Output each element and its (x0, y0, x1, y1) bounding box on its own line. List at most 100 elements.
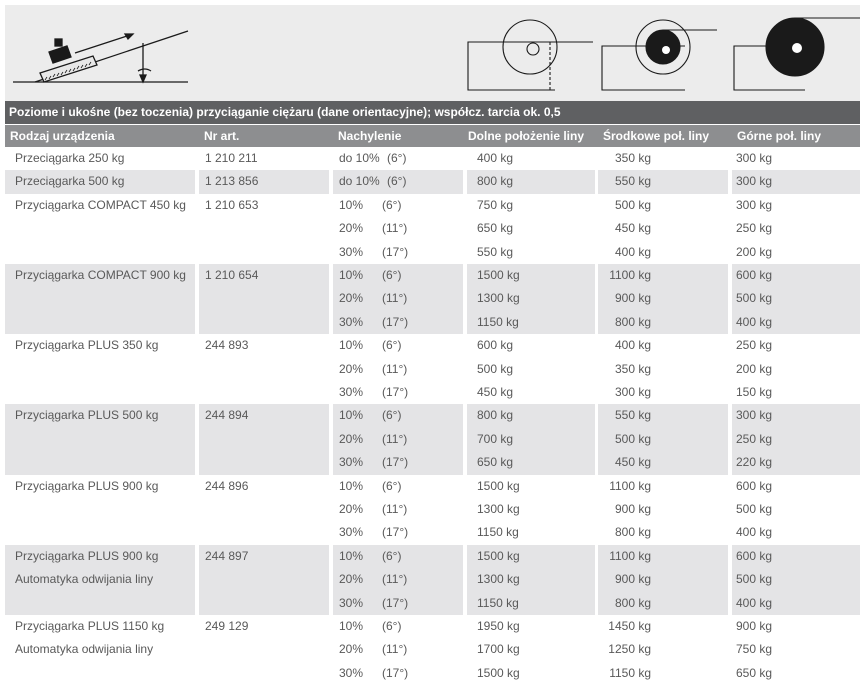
low-rope-load: 1500 kg (477, 665, 520, 680)
inclination-degrees: (17°) (382, 314, 409, 329)
table-cell-bg (199, 170, 329, 194)
middle-rope-load: 300 kg (614, 384, 651, 399)
low-rope-load: 1500 kg (477, 548, 520, 563)
device-name: Przyciągarka PLUS 500 kg (15, 408, 159, 423)
low-rope-load: 1150 kg (477, 314, 519, 329)
device-name: Przyciągarka PLUS 1150 kg (15, 619, 165, 633)
table-row-group: Przyciągarka COMPACT 900 kg 1 210 654 10% (… (5, 264, 860, 335)
inclination-degrees: (6°) (382, 548, 402, 563)
table-cell-bg (333, 147, 463, 171)
article-number: 1 210 211 (205, 151, 258, 165)
table-row-group: Przeciągarka 250 kg 1 210 211 do 10% (6°) 40… (5, 147, 860, 171)
upper-rope-load: 400 kg (736, 525, 773, 540)
table-cell-bg (732, 615, 860, 686)
middle-rope-load: 900 kg (614, 572, 651, 587)
table-row-group: Przyciągarka PLUS 900 kg Automatyka odwij… (5, 544, 860, 615)
table-cell-bg (5, 170, 195, 194)
table-cell-bg (732, 147, 860, 171)
article-number: 244 893 (205, 338, 249, 353)
table-cell-bg (199, 615, 329, 686)
table-cell-bg (199, 147, 329, 171)
inclination-percent: 30% (339, 314, 364, 329)
table-cell-bg (199, 193, 329, 264)
table-cell-bg (5, 544, 195, 615)
inclination-degrees: (17°) (382, 244, 409, 259)
table-cell-bg (5, 404, 195, 475)
inclination-percent: 10% (339, 338, 364, 353)
upper-rope-load: 150 kg (736, 384, 773, 399)
device-name: Przyciągarka COMPACT 900 kg (15, 268, 186, 282)
illustration-panel (5, 5, 860, 101)
middle-rope-load: 1250 kg (608, 642, 651, 657)
table-row-group: Przyciągarka PLUS 350 kg 244 893 10% (6°) 60… (5, 334, 860, 405)
low-rope-load: 1150 kg (477, 595, 519, 610)
article-number: 1 213 856 (205, 174, 259, 189)
table-cell-bg (598, 264, 728, 335)
table-cell-bg (732, 404, 860, 475)
inclination-percent: 10% (339, 478, 364, 493)
table-cell-bg (199, 474, 329, 545)
table-cell-bg (598, 334, 728, 405)
upper-rope-load: 250 kg (736, 338, 773, 353)
table-row-group: Przeciągarka 500 kg 1 213 856 do 10% (6°) 80… (5, 170, 860, 194)
inclination-percent: 30% (339, 244, 364, 259)
device-name: Przeciągarka 500 kg (15, 174, 125, 189)
inclination-degrees: (6°) (382, 619, 402, 633)
middle-rope-load: 1450 kg (608, 619, 651, 633)
table-cell-bg (467, 334, 595, 405)
table-cell-bg (598, 193, 728, 264)
inclination-percent: 30% (339, 525, 364, 540)
inclination-degrees: (6°) (382, 268, 402, 282)
table-cell-bg (732, 170, 860, 194)
upper-rope-load: 300 kg (736, 151, 773, 165)
inclination-degrees: (6°) (387, 151, 407, 165)
inclination-percent: 20% (339, 501, 364, 516)
inclination-degrees: (17°) (382, 455, 409, 470)
low-rope-load: 600 kg (477, 338, 514, 353)
middle-rope-load: 400 kg (614, 244, 651, 259)
middle-rope-load: 500 kg (614, 431, 651, 446)
table-cell-bg (5, 264, 195, 335)
middle-rope-load: 1100 kg (609, 548, 651, 563)
inclination-percent: 10% (339, 619, 364, 633)
drum-middle-position (601, 19, 717, 91)
middle-rope-load: 1150 kg (609, 665, 651, 680)
upper-rope-load: 600 kg (736, 268, 773, 282)
upper-rope-load: 300 kg (736, 197, 773, 212)
table-cell-bg (467, 193, 595, 264)
inclination-percent: do 10% (339, 174, 380, 189)
column-header-inclination: Nachylenie (338, 129, 402, 143)
table-cell-bg (333, 170, 463, 194)
inclination-degrees: (6°) (387, 174, 407, 189)
middle-rope-load: 450 kg (614, 455, 651, 470)
low-rope-load: 1300 kg (477, 572, 520, 587)
inclination-percent: 30% (339, 384, 364, 399)
inclination-percent: 10% (339, 268, 364, 282)
inclination-degrees: (11°) (382, 361, 408, 376)
column-header-middle-rope: Środkowe poł. liny (603, 129, 710, 143)
article-number: 1 210 654 (205, 268, 259, 282)
low-rope-load: 500 kg (477, 361, 514, 376)
device-name: Automatyka odwijania liny (15, 572, 154, 587)
inclination-degrees: (17°) (382, 595, 409, 610)
table-row-group: Przyciągarka PLUS 500 kg 244 894 10% (6°) 80… (5, 404, 860, 475)
inclination-degrees: (17°) (382, 665, 409, 680)
table-cell-bg (333, 474, 463, 545)
table-row-group: Przyciągarka PLUS 1150 kg Automatyka odwi… (5, 615, 860, 686)
low-rope-load: 700 kg (477, 431, 514, 446)
middle-rope-load: 500 kg (614, 197, 651, 212)
column-header-device: Rodzaj urządzenia (10, 129, 115, 143)
low-rope-load: 1950 kg (477, 619, 520, 633)
upper-rope-load: 400 kg (736, 314, 773, 329)
inclination-degrees: (11°) (382, 572, 408, 587)
device-name: Przeciągarka 250 kg (15, 151, 125, 165)
article-number: 1 210 653 (205, 197, 259, 212)
table-cell-bg (467, 474, 595, 545)
low-rope-load: 1500 kg (477, 478, 520, 493)
table-cell-bg (333, 615, 463, 686)
table-row-group: Przyciągarka COMPACT 450 kg 1 210 653 10% (… (5, 193, 860, 264)
middle-rope-load: 350 kg (614, 361, 651, 376)
article-number: 249 129 (205, 619, 249, 633)
table-cell-bg (5, 193, 195, 264)
upper-rope-load: 400 kg (736, 595, 773, 610)
